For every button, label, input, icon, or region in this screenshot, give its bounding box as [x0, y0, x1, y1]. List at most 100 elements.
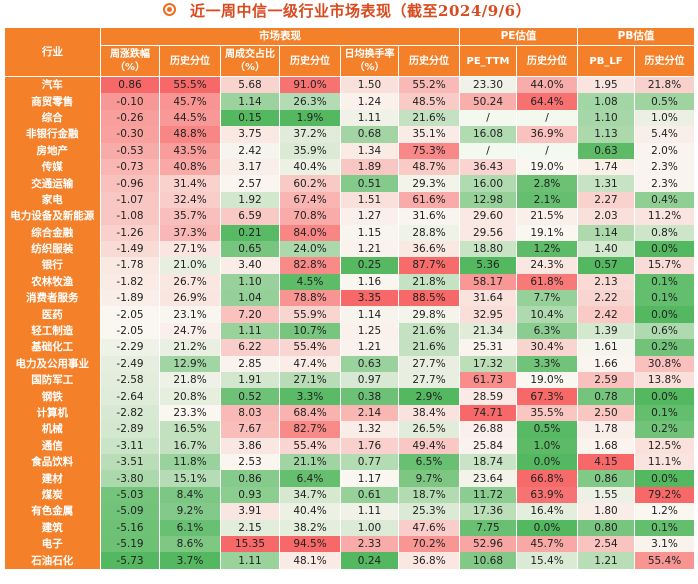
pe-pct-cell: 3.3%	[516, 355, 578, 373]
turnover-rate-pct-cell: 61.6%	[398, 191, 460, 209]
pb-pct-cell: 11.2%	[634, 208, 695, 225]
turnover-rate-cell: 1.34	[340, 142, 399, 159]
pb-lf-cell: 2.22	[577, 290, 635, 307]
pb-pct-cell: 1.2%	[634, 503, 695, 520]
turnover-rate-pct-cell: 36.8%	[398, 552, 460, 569]
header-turnover-rate: 日均换手率（%）	[340, 45, 399, 77]
turnover-rate-pct-cell: 2.9%	[398, 388, 460, 405]
pb-pct-cell: 5.4%	[634, 126, 695, 143]
turnover-rate-cell: 1.11	[340, 503, 399, 520]
pe-pct-cell: 0.5%	[516, 421, 578, 438]
turnover-share-pct-cell: 21.1%	[279, 453, 341, 471]
turnover-rate-pct-cell: 18.7%	[398, 486, 460, 504]
weekly-change-cell: -0.96	[100, 175, 160, 192]
header-group-pb: PB估值	[577, 27, 695, 46]
turnover-share-pct-cell: 34.7%	[279, 486, 341, 504]
turnover-share-cell: 6.22	[220, 339, 280, 356]
pe-ttm-cell: 32.95	[459, 306, 517, 323]
pb-pct-cell: 11.1%	[634, 453, 695, 471]
turnover-share-pct-cell: 78.8%	[279, 290, 341, 307]
pb-pct-cell: 0.4%	[634, 191, 695, 209]
pb-pct-cell: 0.2%	[634, 421, 695, 438]
pe-ttm-cell: 52.96	[459, 535, 517, 553]
pb-pct-cell: 0.0%	[634, 388, 695, 405]
industry-name: 轻工制造	[4, 322, 101, 340]
weekly-change-cell: -3.11	[100, 437, 160, 454]
pb-lf-cell: 1.80	[577, 503, 635, 520]
table-row: 钢铁 -2.64 20.8% 0.52 3.3% 0.38 2.9% 28.59 67.3% 0.…	[4, 388, 695, 405]
turnover-share-cell: 2.53	[220, 453, 280, 471]
header-industry: 行业	[4, 27, 101, 77]
pe-pct-cell: 16.4%	[516, 503, 578, 520]
turnover-rate-pct-cell: 48.5%	[398, 93, 460, 110]
pe-ttm-cell: 29.56	[459, 224, 517, 241]
table-row: 基础化工 -2.29 21.2% 6.22 55.4% 1.21 21.6% 25.31 30.…	[4, 339, 695, 356]
turnover-rate-cell: 1.76	[340, 437, 399, 454]
header-weekly-change-pct: 历史分位	[159, 45, 221, 77]
turnover-share-cell: 1.14	[220, 93, 280, 110]
pe-ttm-cell: 17.32	[459, 355, 517, 373]
pe-pct-cell: 2.1%	[516, 191, 578, 209]
pb-pct-cell: 12.5%	[634, 437, 695, 454]
industry-name: 国防军工	[4, 372, 101, 389]
pe-pct-cell: 24.3%	[516, 257, 578, 274]
table-row: 商贸零售 -0.10 45.7% 1.14 26.3% 1.24 48.5% 50.24 64.…	[4, 93, 695, 110]
pb-pct-cell: 0.1%	[634, 519, 695, 536]
turnover-share-pct-cell: 48.1%	[279, 552, 341, 569]
pe-pct-cell: 30.4%	[516, 339, 578, 356]
weekly-change-pct-cell: 8.4%	[159, 486, 221, 504]
turnover-rate-cell: 1.14	[340, 306, 399, 323]
table-row: 汽车 0.86 55.5% 5.68 91.0% 1.50 55.2% 23.30 44.0% 1…	[4, 76, 695, 94]
weekly-change-pct-cell: 21.0%	[159, 257, 221, 274]
turnover-rate-cell: 0.61	[340, 486, 399, 504]
industry-name: 农林牧渔	[4, 273, 101, 291]
turnover-rate-cell: 2.14	[340, 404, 399, 422]
turnover-rate-cell: 1.24	[340, 93, 399, 110]
pb-pct-cell: 21.8%	[634, 76, 695, 94]
turnover-rate-cell: 0.63	[340, 355, 399, 373]
table-row: 有色金属 -5.09 9.2% 3.91 40.4% 1.11 25.3% 17.36 16.4…	[4, 503, 695, 520]
weekly-change-pct-cell: 26.7%	[159, 273, 221, 291]
weekly-change-cell: -2.05	[100, 306, 160, 323]
target-icon	[163, 3, 176, 16]
weekly-change-pct-cell: 23.1%	[159, 306, 221, 323]
pb-pct-cell: 0.5%	[634, 93, 695, 110]
pe-pct-cell: 10.4%	[516, 306, 578, 323]
header-pe-ttm: PE_TTM	[459, 45, 517, 77]
turnover-rate-pct-cell: 27.7%	[398, 372, 460, 389]
turnover-rate-cell: 1.00	[340, 519, 399, 536]
turnover-rate-pct-cell: 49.4%	[398, 437, 460, 454]
turnover-share-cell: 0.15	[220, 109, 280, 127]
turnover-share-cell: 7.20	[220, 306, 280, 323]
pb-pct-cell: 79.2%	[634, 486, 695, 504]
weekly-change-cell: -1.07	[100, 191, 160, 209]
pb-lf-cell: 1.31	[577, 175, 635, 192]
table-row: 医药 -2.05 23.1% 7.20 55.9% 1.14 29.8% 32.95 10.4%…	[4, 306, 695, 323]
industry-name: 电子	[4, 535, 101, 553]
industry-name: 非银行金融	[4, 126, 101, 143]
table-row: 机械 -2.89 16.5% 7.67 82.7% 1.32 26.5% 26.88 0.5% 1…	[4, 421, 695, 438]
weekly-change-cell: -2.58	[100, 372, 160, 389]
weekly-change-cell: -0.30	[100, 126, 160, 143]
turnover-share-cell: 8.03	[220, 404, 280, 422]
weekly-change-cell: -0.10	[100, 93, 160, 110]
turnover-share-cell: 0.21	[220, 224, 280, 241]
turnover-share-cell: 0.93	[220, 486, 280, 504]
turnover-rate-cell: 2.33	[340, 535, 399, 553]
pe-ttm-cell: 18.74	[459, 453, 517, 471]
pb-pct-cell: 2.3%	[634, 175, 695, 192]
pb-pct-cell: 0.1%	[634, 290, 695, 307]
weekly-change-pct-cell: 43.5%	[159, 142, 221, 159]
pe-pct-cell: 35.5%	[516, 404, 578, 422]
pe-ttm-cell: 11.72	[459, 486, 517, 504]
industry-name: 汽车	[4, 76, 101, 94]
turnover-share-pct-cell: 82.8%	[279, 257, 341, 274]
turnover-share-cell: 2.15	[220, 519, 280, 536]
turnover-rate-cell: 1.17	[340, 470, 399, 487]
pe-pct-cell: 19.1%	[516, 224, 578, 241]
turnover-rate-cell: 0.24	[340, 552, 399, 569]
weekly-change-cell: -3.51	[100, 453, 160, 471]
pb-lf-cell: 2.59	[577, 372, 635, 389]
weekly-change-cell: 0.86	[100, 76, 160, 94]
turnover-rate-pct-cell: 47.6%	[398, 519, 460, 536]
